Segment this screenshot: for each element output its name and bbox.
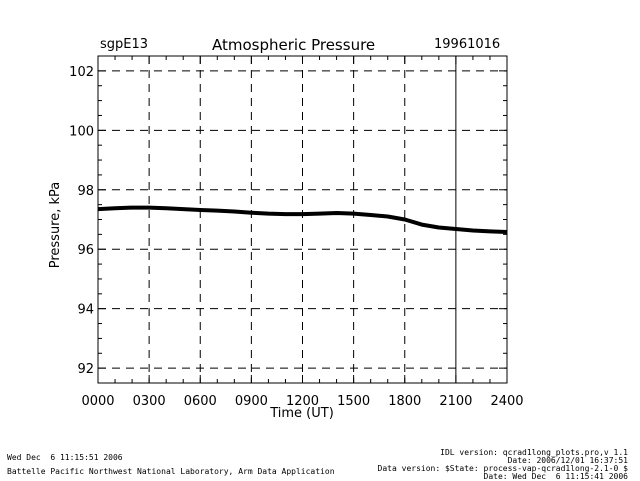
footer-right-line2: Date: 2006/12/01 16:37:51	[507, 456, 628, 465]
grid-layer	[98, 56, 507, 383]
y-tick-label: 96	[77, 243, 94, 258]
tick-layer	[97, 56, 508, 383]
y-tick-label: 100	[69, 124, 94, 139]
footer-right-line1: IDL version: qcrad1long_plots.pro,v 1.1	[440, 448, 628, 457]
x-tick-label: 0000	[81, 394, 114, 409]
y-tick-label: 102	[69, 65, 94, 80]
x-tick-label: 0900	[235, 394, 268, 409]
x-tick-label: 1800	[388, 394, 421, 409]
x-axis-label: Time (UT)	[269, 406, 334, 421]
date-label: 19961016	[434, 37, 501, 52]
y-tick-label: 92	[77, 362, 94, 377]
chart-title: Atmospheric Pressure	[212, 36, 376, 54]
pressure-series-line	[97, 205, 508, 234]
label-layer: 0000 0300 0600 0900 1200 1500 1800 2100 2400 92 94…	[69, 65, 523, 409]
x-tick-label: 2400	[490, 394, 523, 409]
series-layer	[97, 205, 508, 234]
footer-right-line4: Date: Wed Dec 6 11:15:41 2006	[483, 472, 629, 481]
site-label: sgpE13	[100, 37, 149, 52]
x-tick-label: 1500	[337, 394, 370, 409]
y-tick-label: 94	[77, 303, 94, 318]
x-tick-label: 2100	[439, 394, 472, 409]
x-tick-label: 0300	[133, 394, 166, 409]
footer-left-line1: Wed Dec 6 11:15:51 2006	[7, 453, 123, 462]
y-axis-label: Pressure, kPa	[48, 182, 63, 269]
x-tick-label: 0600	[184, 394, 217, 409]
y-tick-label: 98	[77, 184, 94, 199]
x-tick-label: 1200	[286, 394, 319, 409]
footer-right-line3: Data version: $State: process-vap-qcrad1…	[377, 464, 628, 473]
footer-left-line2: Battelle Pacific Northwest National Labo…	[7, 467, 335, 476]
